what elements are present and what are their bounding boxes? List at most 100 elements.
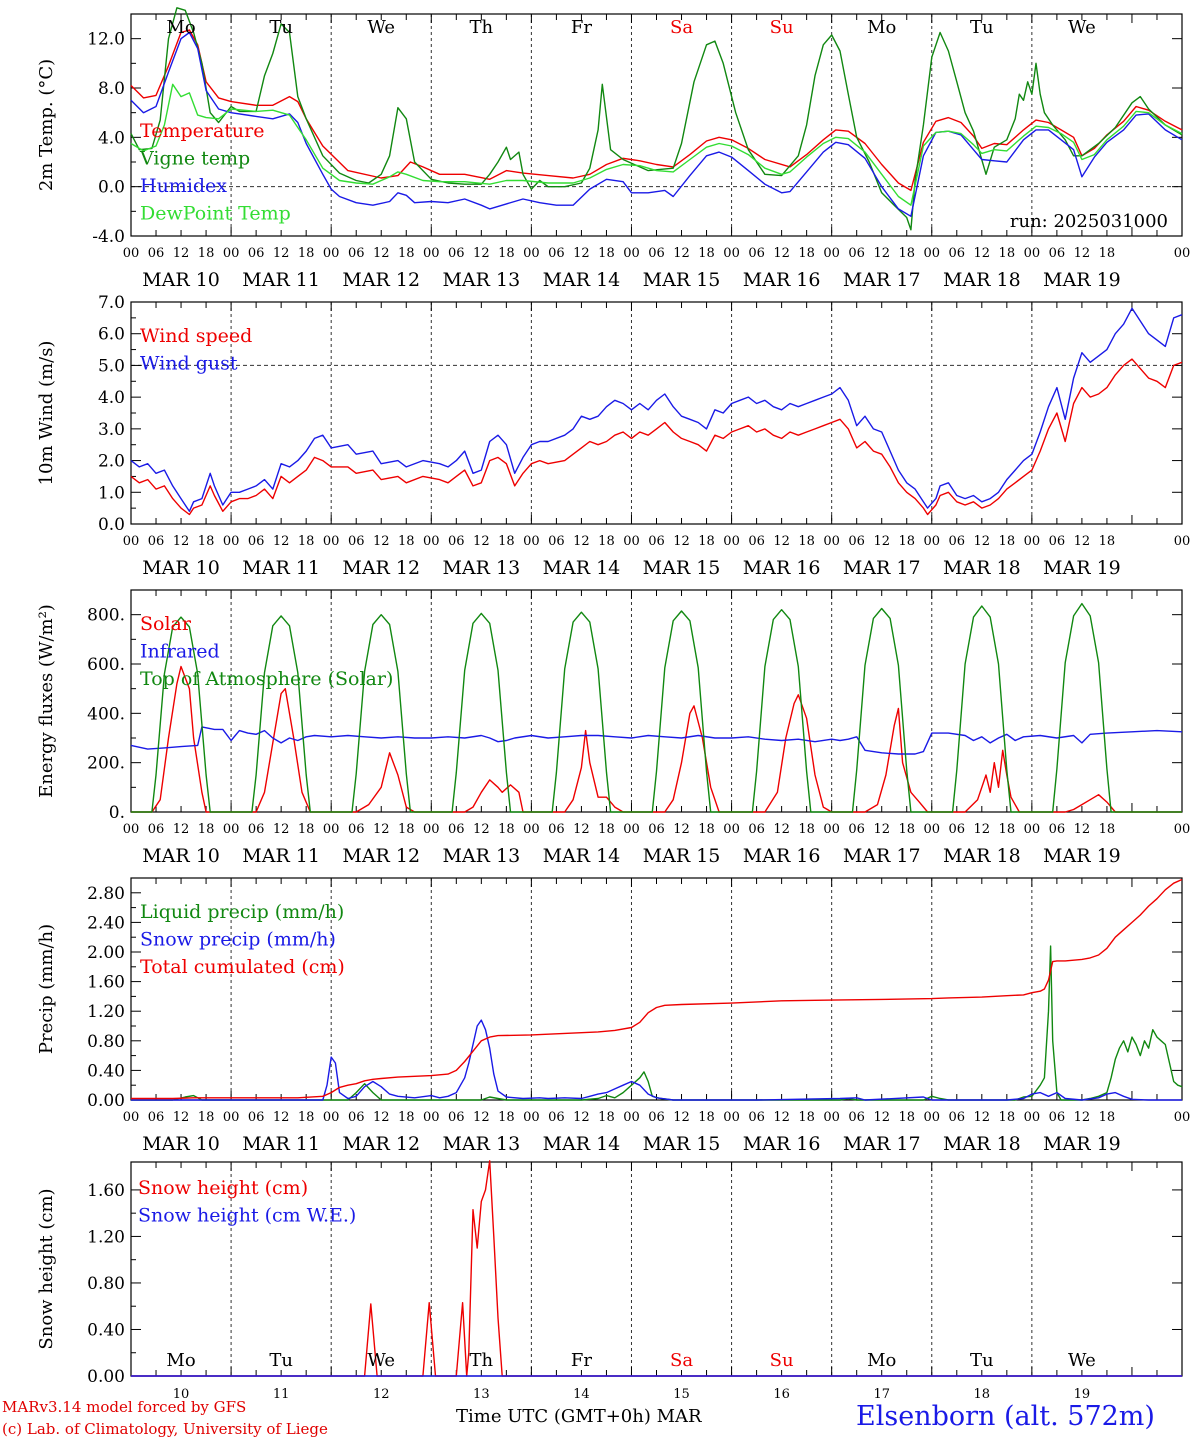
hour-tick-label: 06 <box>648 246 665 261</box>
y-tick-label: 4.0 <box>98 388 125 408</box>
legend-entry: Wind speed <box>140 325 252 347</box>
date-label: MAR 18 <box>943 557 1021 579</box>
series-line-snow-precip-mm-h- <box>131 1019 1182 1101</box>
hour-tick-label: 00 <box>923 1110 940 1125</box>
date-label: MAR 18 <box>943 1133 1021 1155</box>
run-label: run: 2025031000 <box>1010 211 1168 232</box>
hour-tick-label: 18 <box>1099 1110 1116 1125</box>
hour-tick-label: 18 <box>498 822 515 837</box>
hour-tick-label: 18 <box>598 246 615 261</box>
date-label: MAR 18 <box>943 845 1021 867</box>
weekday-label: We <box>367 1350 395 1371</box>
hour-tick-label: 00 <box>723 534 740 549</box>
hour-tick-label: 06 <box>748 246 765 261</box>
series-line-wind-gust <box>130 307 1183 512</box>
hour-tick-label: 12 <box>173 534 190 549</box>
hour-tick-label: 18 <box>198 534 215 549</box>
y-tick-label: 0.0 <box>98 515 125 535</box>
weekday-label: We <box>1068 17 1096 38</box>
hour-tick-label: 18 <box>999 1110 1016 1125</box>
hour-tick-label: 12 <box>673 1110 690 1125</box>
hour-tick-label: 12 <box>173 1110 190 1125</box>
hour-tick-label: 12 <box>1074 246 1091 261</box>
y-axis-title: 10m Wind (m/s) <box>36 341 57 486</box>
legend-entry: Total cumulated (cm) <box>140 956 345 978</box>
hour-tick-label: 18 <box>798 246 815 261</box>
hour-tick-label: 06 <box>248 822 265 837</box>
hour-tick-label: 18 <box>498 1110 515 1125</box>
y-tick-label: -4.0 <box>92 227 125 247</box>
hour-tick-label: 12 <box>773 246 790 261</box>
hour-tick-label: 00 <box>623 534 640 549</box>
hour-tick-label: 00 <box>323 1110 340 1125</box>
date-label: MAR 12 <box>342 557 420 579</box>
legend-entry: DewPoint Temp <box>140 203 291 225</box>
hour-tick-label: 12 <box>273 822 290 837</box>
date-label: MAR 11 <box>242 557 320 579</box>
hour-tick-label: 06 <box>748 534 765 549</box>
date-label: MAR 15 <box>643 845 721 867</box>
hour-tick-label: 12 <box>573 534 590 549</box>
day-number: 14 <box>573 1387 590 1402</box>
y-tick-label: 600. <box>87 655 125 675</box>
hour-tick-label: 18 <box>798 1110 815 1125</box>
weekday-label: Mo <box>867 17 896 38</box>
hour-tick-label: 12 <box>373 822 390 837</box>
hour-tick-label: 00 <box>623 1110 640 1125</box>
hour-tick-label: 06 <box>348 1110 365 1125</box>
hour-tick-label: 12 <box>573 246 590 261</box>
hour-tick-label: 06 <box>648 822 665 837</box>
y-tick-label: 2.00 <box>87 943 125 963</box>
legend-entry: Temperature <box>140 120 264 142</box>
hour-tick-label: 12 <box>873 246 890 261</box>
hour-tick-label: 00 <box>923 822 940 837</box>
date-label: MAR 10 <box>142 845 220 867</box>
day-number: 16 <box>773 1387 790 1402</box>
hour-tick-label: 12 <box>173 246 190 261</box>
hour-tick-label: 00 <box>123 1110 140 1125</box>
hour-tick-label: 06 <box>949 246 966 261</box>
hour-tick-label: 00 <box>123 822 140 837</box>
hour-tick-label: 18 <box>498 534 515 549</box>
hour-tick-label: 06 <box>848 534 865 549</box>
legend-entry: Vigne temp <box>139 148 250 170</box>
hour-tick-label: 00 <box>723 1110 740 1125</box>
date-label: MAR 19 <box>1043 557 1121 579</box>
y-axis-title: 2m Temp. (°C) <box>36 59 57 191</box>
hour-tick-label: 00 <box>923 534 940 549</box>
hour-tick-label: 12 <box>573 1110 590 1125</box>
hour-tick-label: 18 <box>698 246 715 261</box>
hour-tick-label: 00 <box>323 246 340 261</box>
hour-tick-label: 00 <box>723 246 740 261</box>
hour-tick-label: 18 <box>198 1110 215 1125</box>
date-label: MAR 13 <box>442 845 520 867</box>
hour-tick-label: 06 <box>248 1110 265 1125</box>
date-label: MAR 11 <box>242 1133 320 1155</box>
hour-tick-label: 06 <box>148 1110 165 1125</box>
y-tick-label: 4.0 <box>98 128 125 148</box>
y-tick-label: 400. <box>87 704 125 724</box>
date-label: MAR 13 <box>442 269 520 291</box>
hour-tick-label: 00 <box>223 1110 240 1125</box>
y-tick-label: 5.0 <box>98 356 125 376</box>
series-line-infrared <box>130 726 1183 755</box>
legend-entry: Humidex <box>140 175 227 197</box>
hour-tick-label: 00 <box>423 534 440 549</box>
y-tick-label: 0.80 <box>87 1274 125 1294</box>
hour-tick-label: 06 <box>1049 822 1066 837</box>
hour-tick-label: 00 <box>523 1110 540 1125</box>
weekday-label: Sa <box>670 17 693 38</box>
hour-tick-label: 06 <box>548 822 565 837</box>
hour-tick-label: 18 <box>198 822 215 837</box>
y-tick-label: 800. <box>87 606 125 626</box>
y-tick-label: 0.40 <box>87 1320 125 1340</box>
hour-tick-label: 18 <box>999 246 1016 261</box>
y-tick-label: 2.0 <box>98 452 125 472</box>
date-label: MAR 13 <box>442 1133 520 1155</box>
hour-tick-label: 06 <box>448 246 465 261</box>
station-label: Elsenborn (alt. 572m) <box>856 1401 1155 1432</box>
series-line-top-of-atmosphere-solar- <box>131 602 1182 813</box>
day-number: 12 <box>373 1387 390 1402</box>
date-label: MAR 14 <box>543 557 621 579</box>
hour-tick-label: 00 <box>223 534 240 549</box>
